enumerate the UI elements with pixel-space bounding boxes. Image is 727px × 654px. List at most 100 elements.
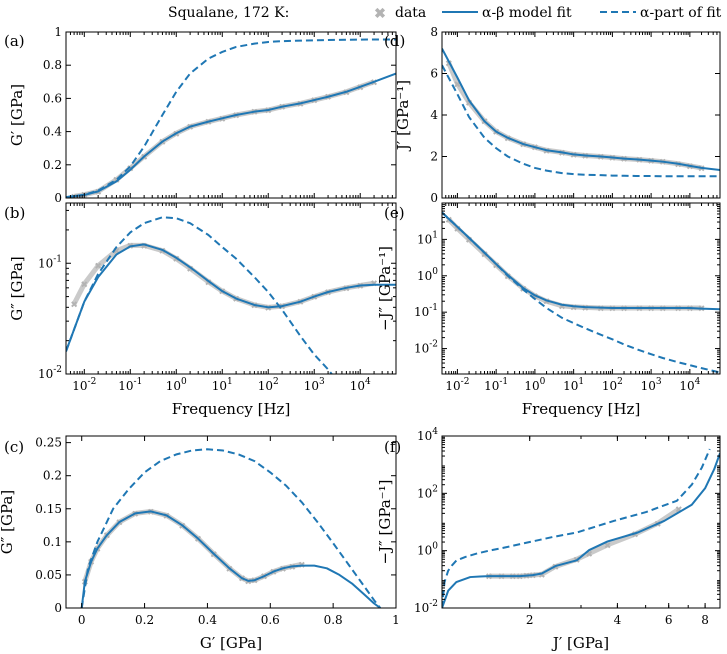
- alpha-line: [442, 448, 711, 608]
- y-tick-label: 100: [417, 542, 438, 558]
- x-tick-label: 102: [258, 377, 279, 393]
- alpha-line: [80, 448, 382, 608]
- y-tick-label: 0: [54, 191, 62, 205]
- y-tick-label: 6: [430, 67, 438, 81]
- x-tick-label: 6: [665, 613, 673, 627]
- x-tick-label: 104: [679, 377, 700, 393]
- fit-line: [66, 72, 396, 198]
- panel-label: (c): [4, 438, 24, 456]
- fit-line: [66, 243, 396, 352]
- y-axis-label: −J″ [GPa⁻¹]: [376, 480, 394, 565]
- panel-label: (a): [4, 32, 25, 50]
- x-tick-label: 101: [212, 377, 233, 393]
- plot-area: ✖✖✖✖✖✖✖✖✖✖✖✖✖✖✖✖✖✖✖✖✖: [66, 216, 396, 374]
- y-axis-label: J′ [GPa⁻¹]: [394, 80, 412, 152]
- x-tick-label: 10-2: [445, 377, 469, 393]
- data-point: ✖: [698, 164, 706, 174]
- y-tick-label: 10-2: [414, 599, 438, 615]
- axes-frame: [65, 31, 397, 199]
- y-axis-label: −J″ [GPa⁻¹]: [376, 246, 394, 331]
- legend-fit-label: α-β model fit: [482, 5, 572, 21]
- x-tick-label: 10-1: [484, 377, 508, 393]
- y-tick-label: 0.1: [43, 535, 62, 549]
- plot-area: ✖ ✖ ✖ ✖ ✖✖ ✖✖✖✖✖✖✖✖: [442, 448, 720, 608]
- y-tick-label: 10-1: [414, 303, 438, 319]
- legend-data-marker: ✖: [374, 6, 386, 22]
- y-tick-label: 10-2: [414, 340, 438, 356]
- y-tick-label: 101: [417, 230, 438, 246]
- y-tick-label: 4: [430, 108, 438, 122]
- y-axis-label: G″ [GPa]: [8, 256, 26, 320]
- panel-e: ✖✖✖✖✖✖✖✖✖ ✖ ✖ ✖ ✖ ✖ ✖ ✖ ✖ ✖ ✖ ✖ ✖10-2 10-1 100 101 102 10…: [376, 202, 721, 418]
- x-tick-label: 0: [78, 613, 86, 627]
- x-axis-label: Frequency [Hz]: [522, 400, 641, 418]
- x-tick-label: 101: [563, 377, 584, 393]
- x-tick-label: 100: [524, 377, 545, 393]
- data-band: [489, 507, 681, 579]
- y-tick-label: 0.8: [43, 58, 62, 72]
- axes-frame: [441, 31, 721, 199]
- y-tick-label: 0: [54, 601, 62, 615]
- x-tick-label: 102: [602, 377, 623, 393]
- panel-label: (b): [4, 204, 25, 222]
- fit-line: [442, 211, 720, 311]
- y-tick-label: 102: [417, 484, 438, 500]
- panel-f: ✖ ✖ ✖ ✖ ✖✖ ✖✖✖✖✖✖✖✖ 2 4 6 8 10-2 100 102 104 J′ [GPa] −…: [376, 427, 721, 652]
- panel-b: ✖✖✖✖✖ ✖✖✖✖✖✖✖✖ ✖ ✖ ✖✖ ✖ ✖ ✖ ✖10-2 10-1 100 101 102 10…: [4, 202, 397, 418]
- y-tick-label: 1: [54, 25, 62, 39]
- fit-line: [80, 510, 381, 608]
- panel-label: (e): [384, 204, 405, 222]
- y-tick-label: 0: [430, 191, 438, 205]
- y-tick-label: 104: [417, 427, 438, 443]
- data-point: ✖: [70, 300, 78, 310]
- x-tick-label: 4: [614, 613, 622, 627]
- data-band: [447, 217, 702, 311]
- plot-area: ✖✖✖✖✖✖✖✖✖✖✖✖✖✖✖✖✖✖✖✖✖: [442, 211, 720, 374]
- x-tick-label: 10-2: [72, 377, 96, 393]
- y-tick-label: 10-2: [38, 365, 62, 381]
- x-tick-label: 0.4: [198, 613, 217, 627]
- alpha-line: [66, 216, 333, 374]
- legend-alpha-label: α-part of fit: [640, 5, 722, 21]
- x-tick-label: 8: [701, 613, 709, 627]
- y-tick-label: 0.6: [43, 91, 62, 105]
- y-axis-label: G′ [GPa]: [8, 84, 26, 146]
- y-axis-label: G″ [GPa]: [0, 490, 16, 554]
- axes-frame: [65, 435, 397, 609]
- legend-title: Squalane, 172 K:: [168, 5, 289, 21]
- y-tick-label: 10-1: [38, 254, 62, 270]
- y-tick-label: 0.15: [35, 502, 62, 516]
- legend-data-label: data: [395, 5, 426, 21]
- axes-frame: [65, 202, 397, 375]
- x-axis-label: Frequency [Hz]: [172, 400, 291, 418]
- x-axis-label: G′ [GPa]: [200, 634, 262, 652]
- fit-line: [442, 452, 720, 608]
- panel-label: (d): [384, 32, 405, 50]
- y-tick-label: 0.2: [43, 158, 62, 172]
- alpha-line: [442, 64, 720, 178]
- x-tick-label: 104: [350, 377, 371, 393]
- x-tick-label: 0.2: [135, 613, 154, 627]
- plot-area: ✖✖✖✖✖✖✖✖✖✖✖✖✖✖✖✖✖✖✖✖✖: [66, 38, 396, 198]
- alpha-line: [442, 211, 720, 374]
- y-tick-label: 0.25: [35, 436, 62, 450]
- plot-area: ✖✖✖✖✖✖✖✖✖✖✖✖✖✖✖✖✖✖✖✖✖: [442, 48, 720, 178]
- x-tick-label: 100: [166, 377, 187, 393]
- x-tick-label: 103: [641, 377, 662, 393]
- axes-frame: [441, 435, 721, 609]
- y-tick-label: 0.4: [43, 125, 62, 139]
- data-band: [446, 62, 702, 171]
- x-axis-label: J′ [GPa]: [551, 634, 609, 652]
- legend: Squalane, 172 K: ✖ data α-β model fit α-…: [168, 5, 722, 22]
- x-tick-label: 2: [526, 613, 534, 627]
- panel-d: ✖✖✖✖✖✖✖ ✖ ✖ ✖ ✖ ✖ ✖ ✖ ✖ ✖ ✖ ✖ ✖ ✖ ✖ 0 2 4 6 8 J′ [GPa⁻¹] (d): [384, 25, 721, 205]
- panel-c: ✖✖✖✖✖✖ ✖ ✖✖✖✖✖✖✖✖ ✖ ✖ ✖ ✖ ✖ 0 0.2 0.4 0.6 0.8 1 0 0.05 0…: [0, 435, 400, 652]
- x-tick-label: 103: [304, 377, 325, 393]
- y-tick-label: 0.2: [43, 469, 62, 483]
- data-band: [82, 508, 303, 584]
- axes-frame: [441, 202, 721, 375]
- x-tick-label: 0.6: [261, 613, 280, 627]
- x-tick-label: 10-1: [118, 377, 142, 393]
- plot-area: ✖✖✖✖✖✖ ✖ ✖✖✖✖✖✖✖✖ ✖ ✖ ✖ ✖ ✖: [80, 448, 382, 608]
